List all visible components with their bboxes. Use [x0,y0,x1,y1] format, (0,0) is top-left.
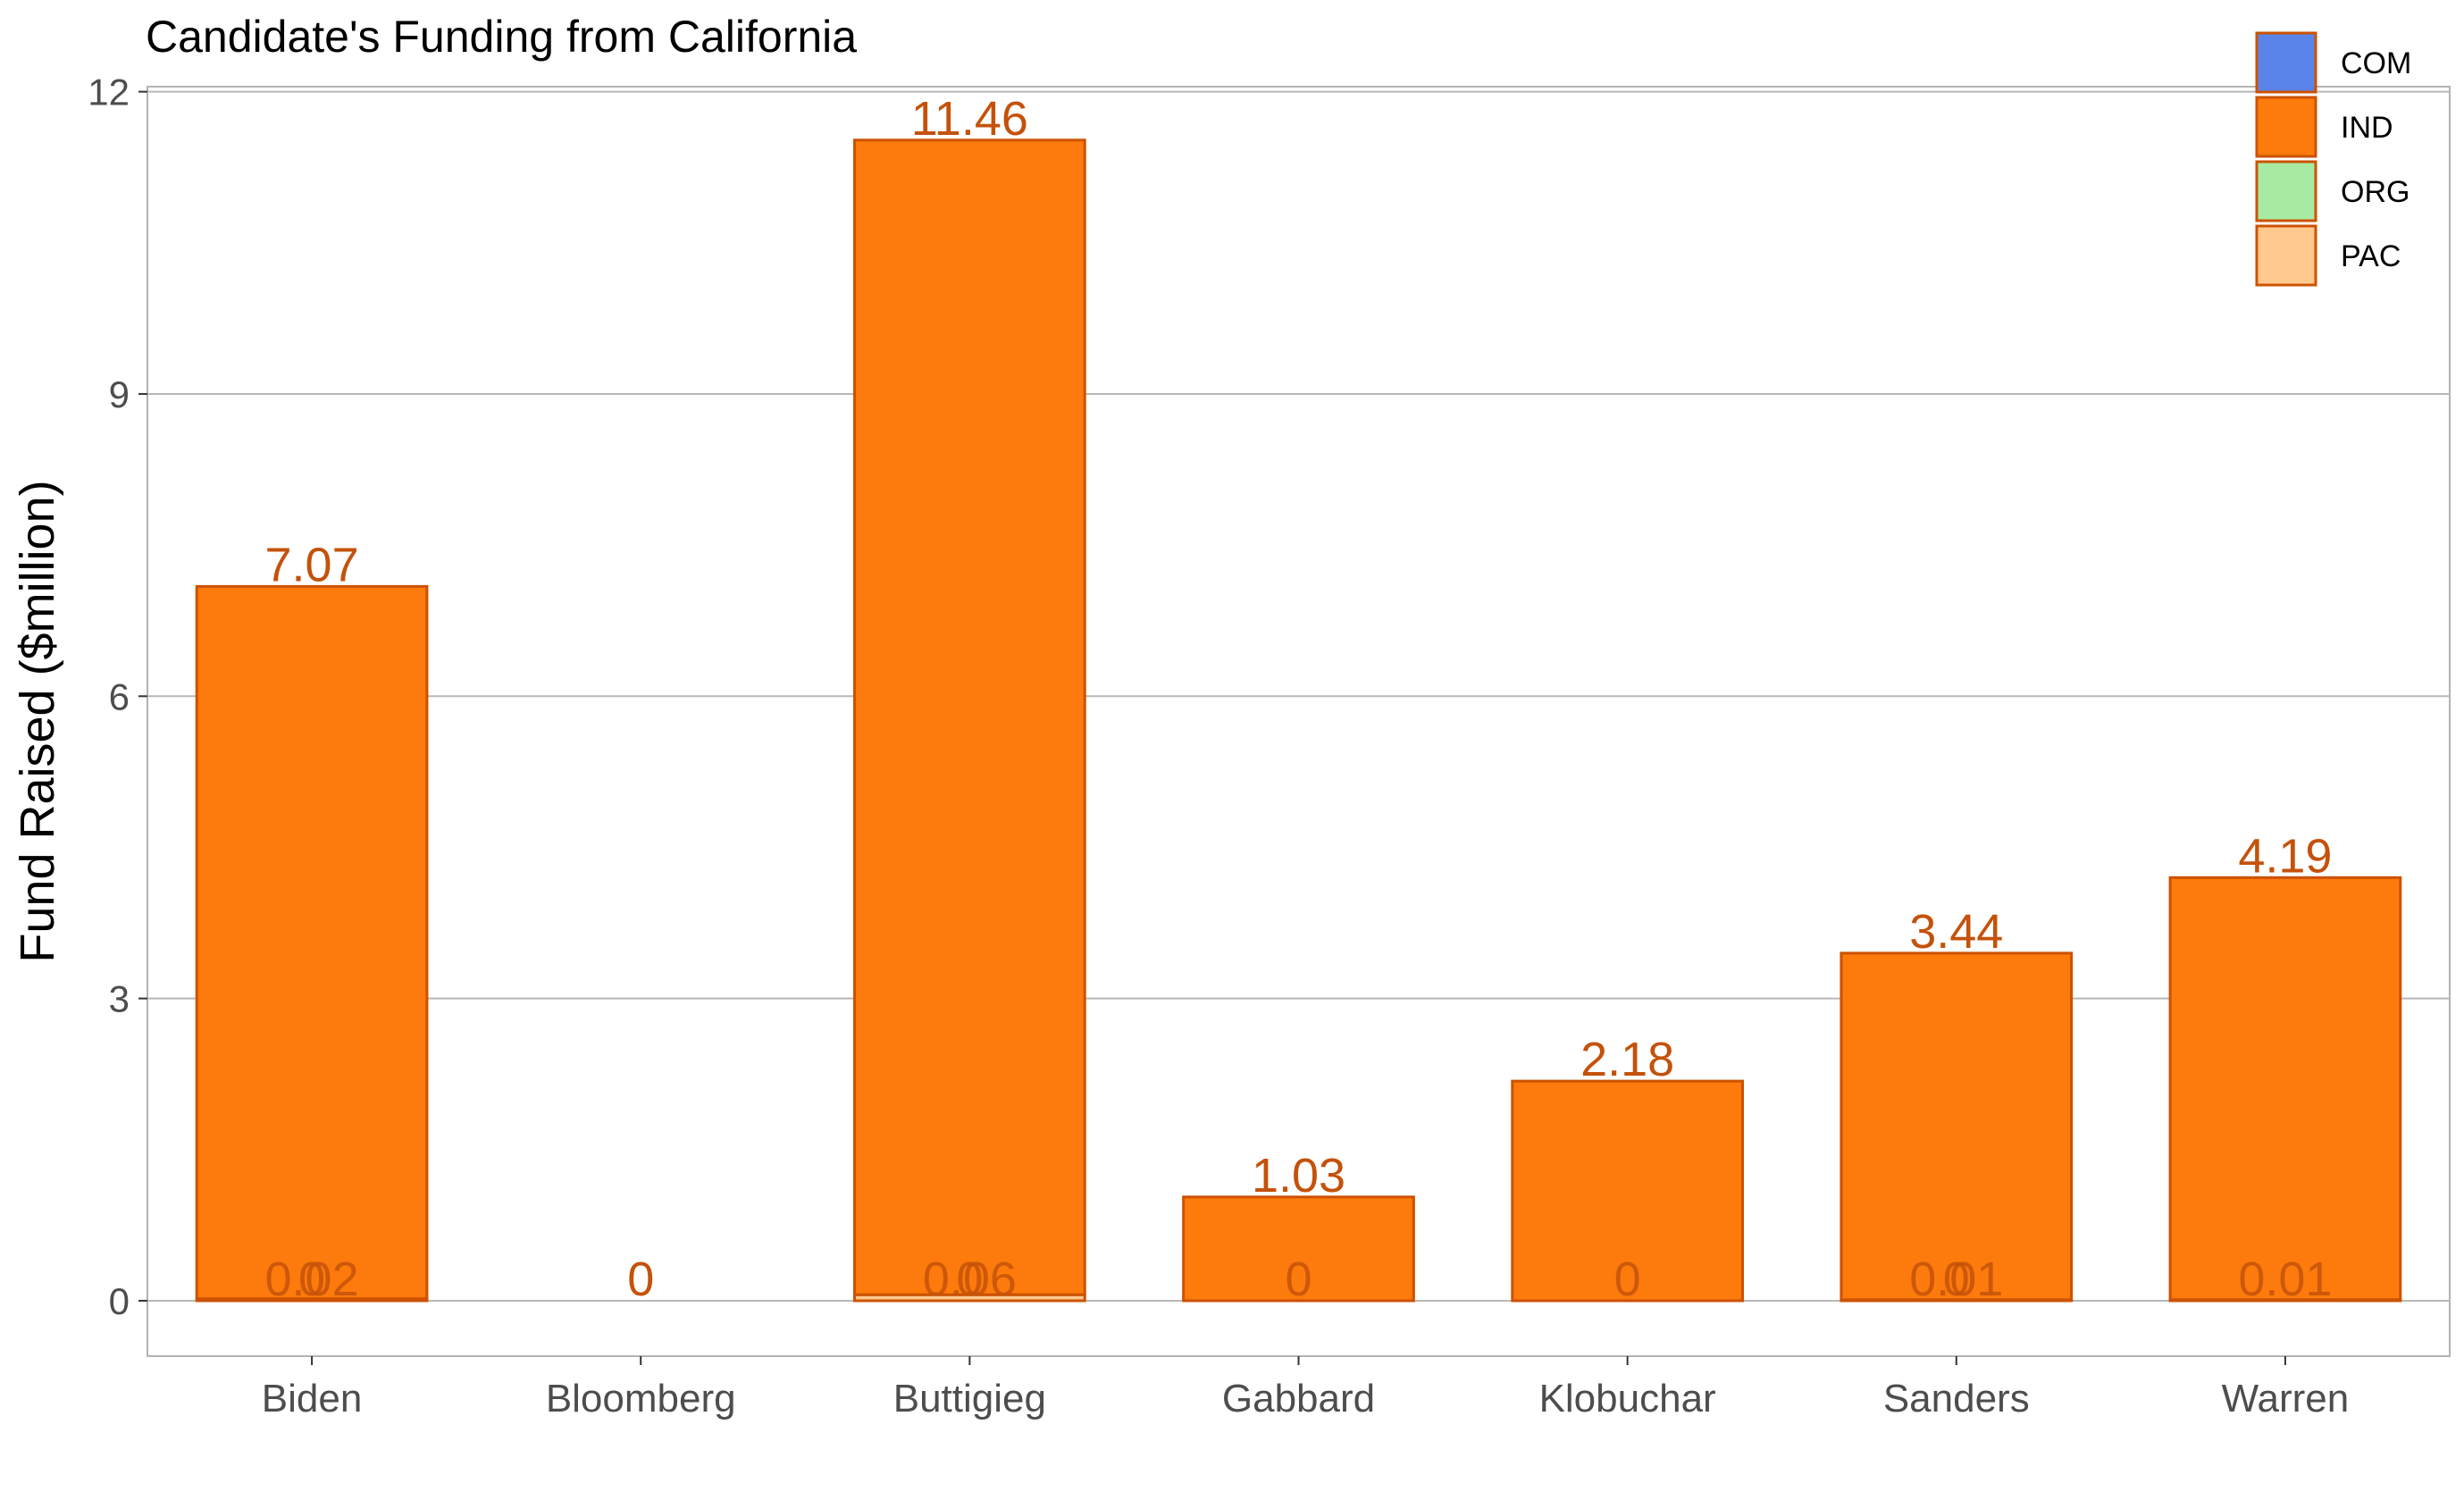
value-label-bottom: 0.01 [1909,1253,2003,1306]
legend-label-com: COM [2341,46,2411,80]
y-axis: 0 3 6 9 12 [88,71,147,1322]
value-label-bottom: 0 [1614,1253,1641,1306]
legend-label-pac: PAC [2341,239,2401,273]
bar-ind-gabbard [1182,1195,1415,1303]
x-tick-label: Warren [2222,1377,2350,1420]
bar-ind-klobuchar [1511,1079,1744,1303]
value-label-bottom: 0.02 [265,1253,359,1306]
y-tick-label: 9 [109,373,130,415]
legend-key-com [2255,31,2317,94]
y-tick-label: 3 [109,978,130,1020]
bar-ind-biden [195,584,429,1301]
bar-ind-warren [2168,876,2402,1302]
legend-label-ind: IND [2341,111,2393,145]
legend-key-org [2255,160,2317,222]
x-axis: Biden Bloomberg Buttigieg Gabbard Klobuchar S… [262,1356,2349,1420]
y-tick-label: 0 [109,1280,130,1322]
chart-title: Candidate's Funding from California [146,12,857,62]
y-tick-label: 6 [109,675,130,717]
value-label-top: 3.44 [1909,905,2003,959]
legend-key-ind [2255,96,2317,158]
value-label-top: 4.19 [2238,829,2332,883]
x-tick-label: Sanders [1883,1377,2030,1420]
value-label-top: 1.03 [1252,1149,1345,1203]
bar-ind-sanders [1840,951,2074,1302]
x-tick-label: Gabbard [1222,1377,1375,1420]
value-labels: 7.070.020 011.460.0601.0302.1803.440.0104… [265,92,2333,1306]
value-label-bottom: 0.06 [923,1253,1017,1306]
bars [195,138,2402,1303]
y-axis-label: Fund Raised ($million) [11,480,64,962]
value-label-bottom: 0 [1285,1253,1312,1306]
legend-label-org: ORG [2341,175,2410,209]
x-tick-label: Bloomberg [546,1377,736,1420]
value-label-bottom-secondary: 0 [298,1253,325,1306]
value-label-top: 11.46 [911,92,1028,146]
value-label-bottom-secondary: 0 [1943,1253,1970,1306]
y-tick-label: 12 [88,71,130,113]
legend: COM IND ORG PAC [2255,31,2411,287]
x-tick-label: Buttigieg [893,1377,1046,1420]
x-tick-label: Biden [262,1377,363,1420]
value-label-top: 7.07 [265,538,359,591]
x-tick-label: Klobuchar [1539,1377,1716,1420]
value-label-bottom-secondary: 0 [956,1253,983,1306]
legend-key-pac [2255,224,2317,287]
value-label-top: 0 [627,1253,654,1306]
bar-ind-buttigieg [853,138,1086,1296]
value-label-top: 2.18 [1580,1033,1674,1086]
value-label-bottom: 0.01 [2238,1253,2332,1306]
